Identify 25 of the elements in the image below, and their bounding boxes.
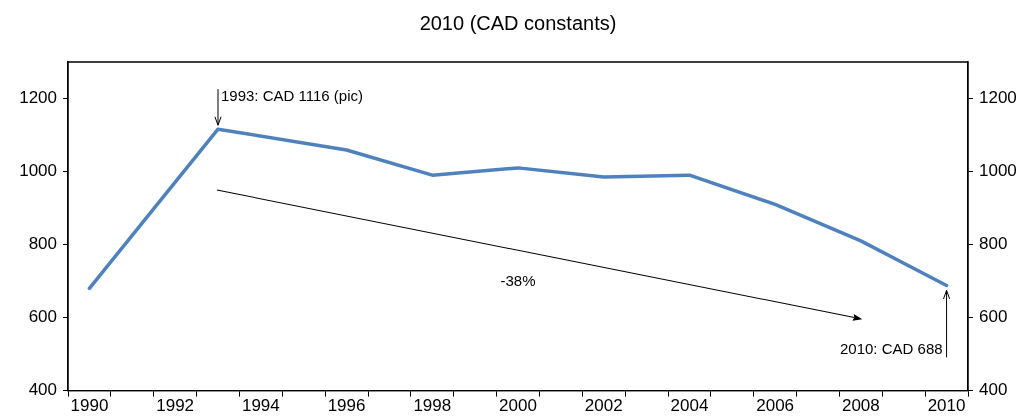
x-tick-label: 1996 — [327, 396, 366, 416]
y2-tick-label: 400 — [979, 380, 1008, 400]
x-tick-label: 1990 — [70, 396, 109, 416]
y-tick-label: 1000 — [19, 161, 57, 181]
y-tick-label: 600 — [28, 307, 57, 327]
y-tick-label: 1200 — [19, 88, 57, 108]
y2-tick-label: 800 — [979, 234, 1008, 254]
y-tick-label: 800 — [28, 234, 57, 254]
x-tick-label: 2004 — [670, 396, 709, 416]
x-tick-label: 1994 — [241, 396, 280, 416]
y-tick-label: 400 — [28, 380, 57, 400]
y2-tick-label: 600 — [979, 307, 1008, 327]
x-tick-label: 2006 — [756, 396, 795, 416]
y2-tick-label: 1000 — [979, 161, 1017, 181]
y2-tick-label: 1200 — [979, 88, 1017, 108]
x-tick-label: 2000 — [499, 396, 537, 416]
x-tick-label: 2002 — [584, 396, 623, 416]
x-tick-label: 1998 — [413, 396, 452, 416]
x-tick-label: 1992 — [156, 396, 195, 416]
annotation: -38% — [500, 271, 536, 289]
x-tick-label: 2008 — [841, 396, 880, 416]
annotation: 1993: CAD 1116 (pic) — [221, 87, 364, 105]
x-tick-label: 2010 — [927, 396, 966, 416]
chart-title: 2010 (CAD constants) — [419, 11, 617, 34]
annotation: 2010: CAD 688 — [839, 339, 943, 357]
